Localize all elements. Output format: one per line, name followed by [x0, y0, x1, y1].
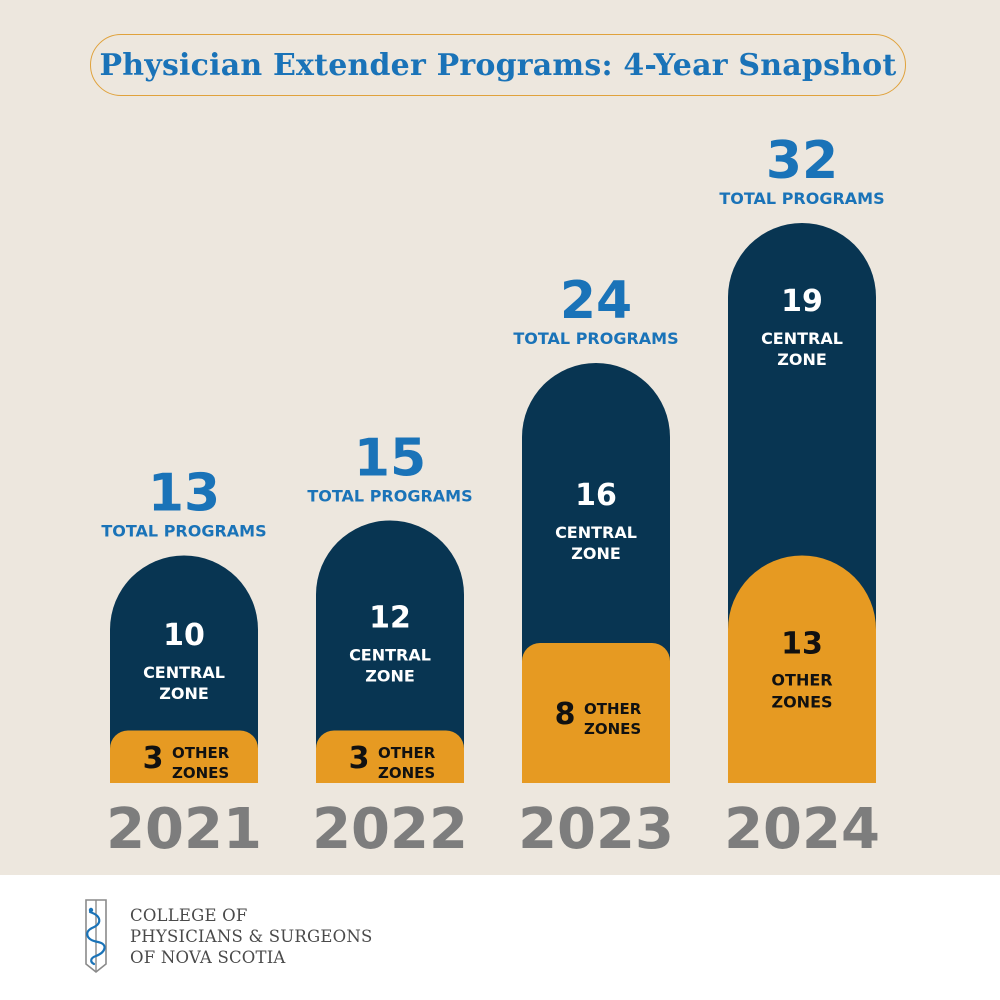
total-value-2023: 24: [560, 271, 632, 331]
central-label-2024: ZONE: [777, 350, 827, 369]
total-value-2021: 13: [148, 464, 220, 524]
central-label-2023: ZONE: [571, 544, 621, 563]
other-value-2024: 13: [781, 626, 823, 661]
central-label-2021: CENTRAL: [143, 663, 225, 682]
central-value-2022: 12: [369, 601, 411, 636]
other-value-2022: 3: [349, 741, 370, 776]
bar-other-2022: [316, 730, 464, 783]
org-name-line-2: PHYSICIANS & SURGEONS: [130, 927, 373, 946]
caduceus-icon: [85, 899, 107, 974]
year-label-2023: 2023: [518, 797, 674, 862]
bar-other-2024: [728, 555, 876, 783]
central-label-2022: ZONE: [365, 667, 415, 686]
central-label-2024: CENTRAL: [761, 329, 843, 348]
other-label-2024: ZONES: [771, 692, 832, 711]
year-label-2021: 2021: [106, 797, 262, 862]
central-value-2021: 10: [163, 618, 205, 653]
total-value-2022: 15: [354, 429, 426, 489]
org-name-line-3: OF NOVA SCOTIA: [130, 948, 286, 967]
bar-central-2022: [316, 520, 464, 783]
other-label-2023: ZONES: [584, 720, 641, 738]
footer: [0, 875, 1000, 1000]
org-name-line-1: COLLEGE OF: [130, 906, 248, 925]
other-value-2023: 8: [555, 697, 576, 732]
other-label-2024: OTHER: [771, 670, 832, 689]
central-label-2023: CENTRAL: [555, 523, 637, 542]
org-name: COLLEGE OF PHYSICIANS & SURGEONS OF NOVA…: [130, 905, 373, 968]
other-label-2021: ZONES: [172, 764, 229, 782]
year-label-2024: 2024: [724, 797, 880, 862]
bar-other-2021: [110, 730, 258, 783]
central-value-2024: 19: [781, 284, 823, 319]
total-label-2024: TOTAL PROGRAMS: [719, 189, 884, 208]
total-value-2024: 32: [766, 131, 838, 191]
central-label-2022: CENTRAL: [349, 646, 431, 665]
other-label-2022: OTHER: [378, 744, 436, 762]
bar-central-2021: [110, 555, 258, 783]
other-label-2023: OTHER: [584, 700, 642, 718]
other-label-2021: OTHER: [172, 744, 230, 762]
central-value-2023: 16: [575, 478, 617, 513]
total-label-2023: TOTAL PROGRAMS: [513, 329, 678, 348]
total-label-2021: TOTAL PROGRAMS: [101, 522, 266, 541]
year-label-2022: 2022: [312, 797, 468, 862]
chart-title: Physician Extender Programs: 4-Year Snap…: [99, 47, 897, 83]
total-label-2022: TOTAL PROGRAMS: [307, 487, 472, 506]
bar-other-2023: [522, 643, 670, 783]
other-label-2022: ZONES: [378, 764, 435, 782]
central-label-2021: ZONE: [159, 684, 209, 703]
other-value-2021: 3: [143, 741, 164, 776]
title-banner: Physician Extender Programs: 4-Year Snap…: [90, 34, 906, 96]
